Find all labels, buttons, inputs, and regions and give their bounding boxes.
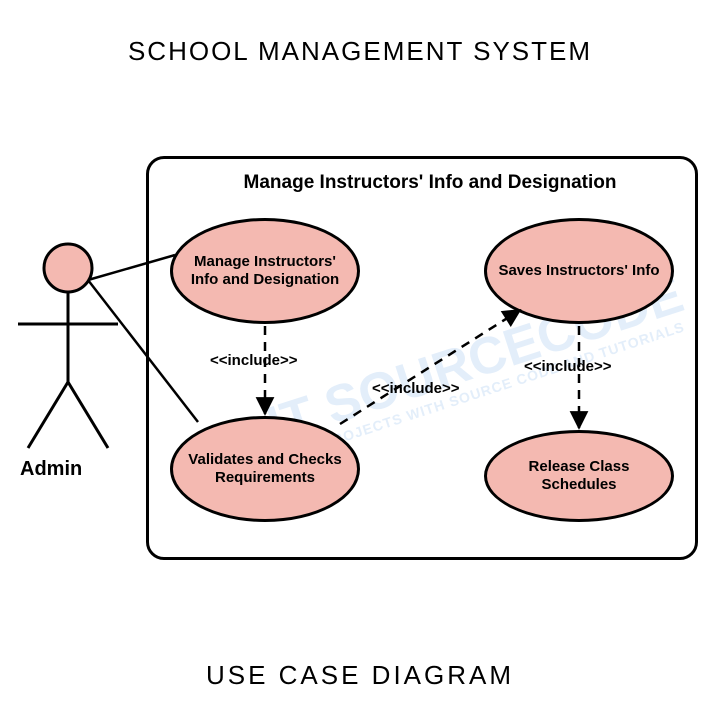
diagram-title-top: SCHOOL MANAGEMENT SYSTEM <box>0 36 720 67</box>
usecase-manage-instructors: Manage Instructors' Info and Designation <box>170 218 360 324</box>
usecase-validates-checks: Validates and Checks Requirements <box>170 416 360 522</box>
actor-figure <box>18 244 118 448</box>
usecase-label: Release Class Schedules <box>493 458 665 494</box>
usecase-saves-info: Saves Instructors' Info <box>484 218 674 324</box>
system-boundary-label: Manage Instructors' Info and Designation <box>200 172 660 194</box>
actor-label: Admin <box>20 458 82 481</box>
include-label-3: <<include>> <box>524 358 612 375</box>
usecase-label: Validates and Checks Requirements <box>179 451 351 487</box>
usecase-label: Manage Instructors' Info and Designation <box>179 253 351 289</box>
diagram-title-bottom: USE CASE DIAGRAM <box>0 660 720 691</box>
include-label-1: <<include>> <box>210 352 298 369</box>
include-label-2: <<include>> <box>372 380 460 397</box>
usecase-release-schedules: Release Class Schedules <box>484 430 674 522</box>
usecase-label: Saves Instructors' Info <box>498 262 659 280</box>
